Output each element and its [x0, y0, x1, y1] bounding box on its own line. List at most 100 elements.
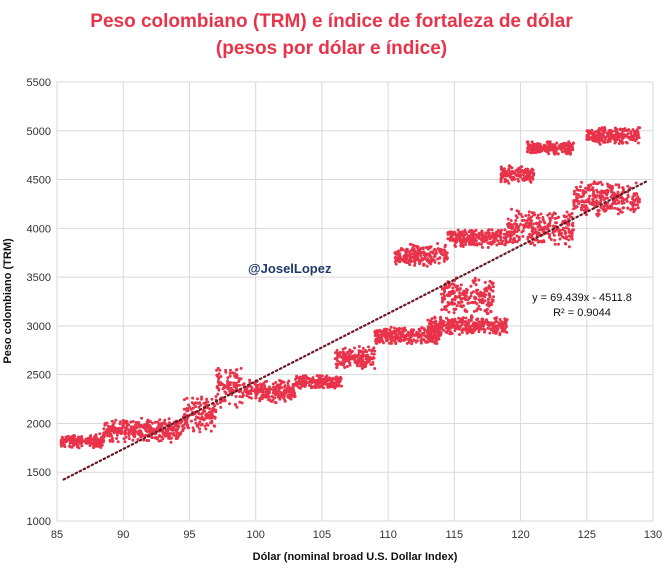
data-point	[250, 386, 254, 390]
data-point	[320, 383, 324, 387]
data-point	[563, 229, 567, 233]
data-point	[169, 440, 173, 444]
data-point	[248, 378, 252, 382]
data-point	[596, 214, 600, 218]
data-point	[483, 321, 486, 325]
data-point	[614, 183, 618, 187]
data-point	[277, 395, 281, 399]
data-point	[561, 227, 565, 231]
data-point	[149, 426, 153, 430]
data-point	[568, 215, 572, 218]
data-point	[464, 329, 468, 332]
data-point	[572, 141, 575, 145]
data-point	[388, 328, 392, 332]
data-point	[483, 295, 487, 299]
data-point	[368, 348, 371, 352]
data-point	[415, 255, 418, 259]
data-point	[471, 323, 475, 326]
data-point	[499, 232, 503, 236]
data-point	[437, 261, 441, 265]
data-point	[565, 210, 569, 214]
data-point	[345, 365, 349, 368]
data-point	[205, 397, 209, 401]
data-point	[463, 228, 467, 232]
data-point	[615, 138, 619, 142]
data-point	[547, 143, 551, 147]
data-point	[465, 331, 469, 335]
data-point	[72, 441, 76, 445]
data-point	[530, 225, 534, 229]
data-point	[95, 442, 99, 446]
data-point	[412, 328, 416, 332]
data-point	[346, 350, 350, 354]
data-point	[97, 438, 101, 442]
data-point	[495, 243, 499, 247]
data-point	[455, 288, 459, 292]
data-point	[238, 395, 242, 398]
data-point	[79, 436, 83, 440]
data-point	[521, 229, 525, 233]
data-point	[355, 364, 359, 368]
data-point	[420, 256, 424, 260]
data-point	[633, 132, 636, 136]
data-point	[585, 213, 588, 217]
data-point	[435, 323, 439, 327]
data-point	[635, 192, 639, 196]
data-point	[461, 316, 465, 320]
data-point	[478, 298, 482, 302]
data-point	[502, 327, 506, 331]
data-point	[607, 138, 611, 142]
data-point	[446, 231, 450, 235]
data-point	[442, 297, 446, 301]
data-point	[318, 377, 322, 381]
y-tick-label: 1500	[27, 467, 51, 479]
data-point	[525, 140, 529, 144]
data-point	[453, 329, 457, 333]
data-point	[390, 333, 394, 337]
data-point	[172, 433, 175, 437]
data-point	[442, 328, 445, 332]
data-point	[256, 387, 260, 391]
data-point	[624, 140, 628, 144]
data-point	[487, 292, 491, 296]
data-point	[550, 215, 554, 219]
data-point	[200, 397, 203, 401]
data-point	[520, 165, 524, 169]
data-point	[145, 420, 149, 424]
data-point	[458, 333, 461, 336]
data-point	[564, 148, 568, 151]
data-point	[610, 133, 614, 137]
data-point	[457, 316, 461, 320]
data-point	[599, 196, 603, 200]
data-point	[573, 192, 577, 196]
data-point	[561, 144, 565, 148]
data-point	[432, 336, 436, 340]
data-point	[111, 429, 115, 433]
data-point	[532, 211, 536, 215]
data-point	[464, 243, 468, 246]
data-point	[198, 430, 202, 434]
data-point	[407, 259, 411, 262]
data-point	[609, 195, 613, 199]
data-point	[131, 420, 135, 423]
data-point	[452, 291, 456, 294]
data-point	[434, 327, 438, 331]
data-point	[587, 197, 591, 201]
data-point	[515, 230, 519, 233]
data-point	[185, 396, 189, 400]
data-point	[338, 378, 342, 382]
data-point	[223, 398, 227, 402]
data-point	[375, 341, 379, 345]
data-point	[187, 426, 190, 430]
data-point	[297, 379, 301, 383]
data-point	[500, 167, 504, 171]
data-point	[116, 431, 120, 434]
data-point	[551, 231, 555, 235]
data-point	[445, 308, 448, 312]
data-point	[378, 328, 382, 332]
data-point	[575, 195, 579, 199]
data-point	[404, 328, 408, 332]
data-point	[519, 212, 523, 216]
data-point	[244, 390, 248, 394]
y-tick-label: 5000	[27, 126, 51, 138]
